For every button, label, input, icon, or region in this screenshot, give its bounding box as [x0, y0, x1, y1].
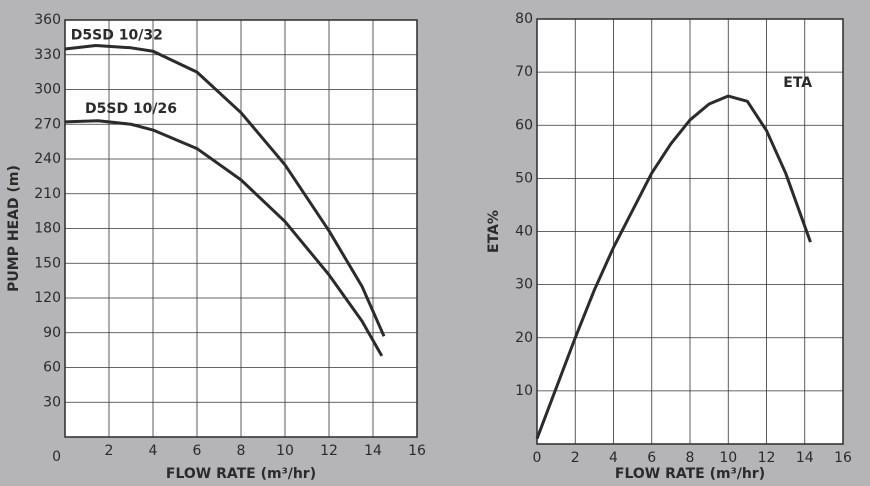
y-axis-label: PUMP HEAD (m): [6, 165, 22, 292]
series-label: D5SD 10/32: [71, 27, 163, 43]
x-tick-label: 4: [149, 443, 158, 459]
x-tick-label: 6: [193, 443, 202, 459]
x-tick-label: 16: [834, 450, 852, 466]
y-tick-label: 80: [515, 11, 533, 27]
series-label: D5SD 10/26: [85, 101, 177, 117]
x-tick-label: 14: [364, 443, 382, 459]
y-tick-label: 10: [515, 383, 533, 399]
line-series: [535, 94, 812, 440]
plot-frame: [536, 18, 844, 445]
y-tick-label: 270: [34, 116, 61, 132]
y-tick-label: 40: [515, 224, 533, 240]
plot-frame: [64, 19, 418, 438]
y-axis-label: ETA%: [486, 210, 502, 253]
y-tick-label: 30: [43, 394, 61, 410]
x-tick-label: 14: [796, 450, 814, 466]
y-tick-label: 180: [34, 221, 61, 237]
line-series: [64, 119, 384, 357]
x-axis-label: FLOW RATE (m³/hr): [166, 466, 316, 482]
x-tick-label: 12: [758, 450, 776, 466]
x-tick-label: 8: [686, 450, 695, 466]
y-tick-label: 210: [34, 186, 61, 202]
line-series: [64, 43, 386, 337]
x-tick-label: 10: [719, 450, 737, 466]
x-tick-label: 2: [105, 443, 114, 459]
y-tick-label: 150: [34, 255, 61, 271]
y-tick-label: 90: [43, 325, 61, 341]
y-tick-label: 50: [515, 170, 533, 186]
x-tick-label: 2: [571, 450, 580, 466]
y-tick-label: 120: [34, 290, 61, 306]
x-tick-label: 6: [647, 450, 656, 466]
series-label: ETA: [783, 75, 812, 91]
y-tick-label: 330: [34, 47, 61, 63]
x-tick-label: 4: [609, 450, 618, 466]
y-tick-label: 70: [515, 64, 533, 80]
y-tick-label: 0: [52, 449, 61, 465]
y-tick-label: 60: [515, 117, 533, 133]
y-tick-label: 300: [34, 82, 61, 98]
y-tick-label: 360: [34, 12, 61, 28]
y-tick-label: 30: [515, 277, 533, 293]
x-tick-label: 12: [320, 443, 338, 459]
x-tick-label: 0: [533, 450, 542, 466]
y-tick-label: 240: [34, 151, 61, 167]
x-tick-label: 8: [237, 443, 246, 459]
x-tick-label: 16: [408, 443, 426, 459]
y-tick-label: 60: [43, 360, 61, 376]
x-axis-label: FLOW RATE (m³/hr): [615, 466, 765, 482]
y-tick-label: 20: [515, 330, 533, 346]
x-tick-label: 10: [276, 443, 294, 459]
